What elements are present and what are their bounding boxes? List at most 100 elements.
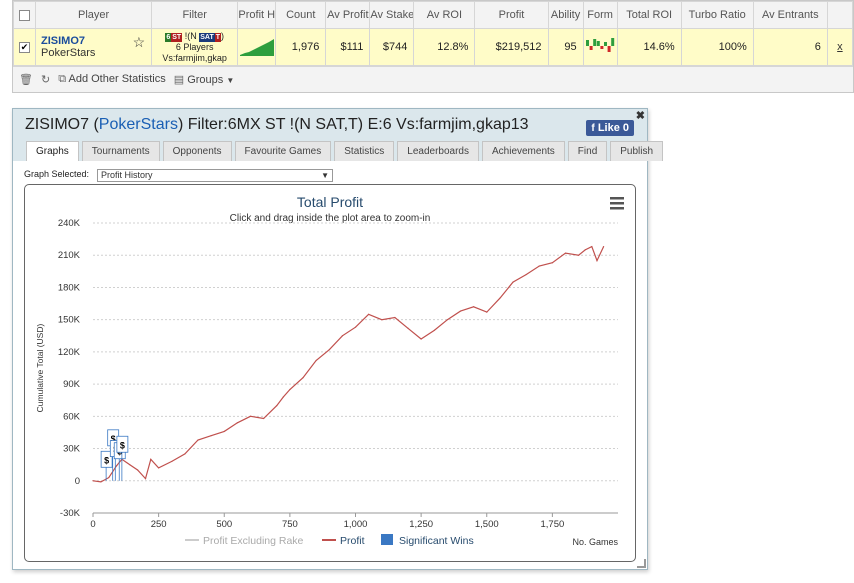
col-turbo-ratio[interactable]: Turbo Ratio [680, 1, 754, 29]
col-count[interactable]: Count [275, 1, 327, 29]
total-roi-cell: 14.6% [616, 28, 682, 66]
profit-point [315, 359, 317, 362]
col-profit-history[interactable]: Profit H [237, 1, 277, 29]
profit-chart[interactable]: Total Profit Click and drag inside the pl… [25, 185, 635, 561]
tab-tournaments[interactable]: Tournaments [81, 141, 160, 161]
profit-point [538, 265, 540, 267]
profit-point [512, 281, 514, 283]
y-tick-label: 30K [63, 444, 81, 455]
filter-tag-size: 6 [165, 32, 172, 42]
filter-close-paren: ) [221, 30, 225, 41]
add-column-icon: ⧉ [58, 73, 67, 85]
tab-leaderboards[interactable]: Leaderboards [397, 141, 479, 161]
form-bar [600, 45, 604, 49]
profit-point [144, 478, 147, 480]
y-tick-label: 90K [63, 379, 81, 390]
col-av-profit[interactable]: Av Profit [325, 1, 371, 29]
row-select-cell[interactable]: ✔ [12, 28, 37, 66]
form-bar [607, 45, 611, 52]
profit-point [354, 326, 357, 328]
profit-point [100, 481, 102, 483]
y-tick-label: 150K [58, 315, 81, 326]
col-form[interactable]: Form [582, 1, 618, 29]
tab-statistics[interactable]: Statistics [334, 141, 395, 161]
profit-point [158, 467, 160, 469]
filter-tags: 6 ST !(N SAT T) [153, 30, 237, 42]
filter-cell: 6 ST !(N SAT T) 6 Players Vs:farmjim,gkap [151, 28, 239, 66]
col-filter[interactable]: Filter [151, 1, 239, 29]
tab-find[interactable]: Find [567, 141, 608, 161]
profit-point [263, 417, 265, 420]
profit-point [171, 460, 173, 463]
groups-dropdown[interactable]: ▤ Groups ▼ [174, 73, 235, 86]
tab-favourite-games[interactable]: Favourite Games [234, 141, 332, 161]
significant-win-flag [100, 450, 113, 468]
tab-opponents[interactable]: Opponents [162, 141, 232, 161]
y-tick-label: 210K [58, 250, 81, 261]
player-site: PokerStars [41, 47, 96, 59]
col-av-entrants[interactable]: Av Entrants [752, 1, 828, 29]
star-icon[interactable]: ☆ [132, 34, 146, 50]
profit-point [525, 273, 527, 276]
resize-handle[interactable] [637, 559, 646, 568]
filter-not-text: !(N [184, 30, 197, 41]
refresh-icon[interactable]: ↻ [40, 74, 51, 86]
player-name-link[interactable]: ZISIMO7 [41, 35, 86, 47]
filter-opponents: Vs:farmjim,gkap [162, 52, 227, 63]
profit-sparkline-cell[interactable] [237, 28, 277, 66]
col-actions [826, 1, 854, 29]
legend-item[interactable]: Significant Wins [381, 534, 474, 547]
menu-icon[interactable] [610, 197, 624, 210]
col-av-roi[interactable]: Av ROI [413, 1, 476, 29]
y-tick-label: 0 [75, 476, 80, 487]
col-av-stake[interactable]: Av Stake [369, 1, 415, 29]
add-statistics-button[interactable]: ⧉ Add Other Statistics [58, 73, 166, 86]
profit-point [368, 313, 370, 315]
chart-subtitle: Click and drag inside the plot area to z… [230, 213, 431, 224]
legend-item[interactable]: Profit [322, 535, 365, 547]
col-total-roi[interactable]: Total ROI [616, 1, 682, 29]
tab-graphs[interactable]: Graphs [26, 141, 79, 162]
x-tick-label: 1,750 [540, 519, 564, 530]
filter-tag-type: ST [171, 32, 183, 42]
profit-point [446, 319, 448, 321]
remove-row-button[interactable]: x [826, 28, 854, 66]
av-profit-cell: $111 [325, 28, 371, 66]
row-checkbox[interactable]: ✔ [19, 41, 30, 53]
x-tick-label: 1,000 [344, 519, 368, 530]
tab-publish[interactable]: Publish [610, 141, 664, 161]
col-player[interactable]: Player [35, 1, 153, 29]
form-cell[interactable] [582, 28, 618, 66]
profit-point [92, 480, 94, 482]
panel-tabs: Graphs Tournaments Opponents Favourite G… [26, 141, 664, 162]
profit-point [328, 349, 330, 351]
turbo-ratio-cell: 100% [680, 28, 754, 66]
panel-title-site[interactable]: PokerStars [98, 116, 178, 133]
profit-point [116, 465, 118, 467]
legend-label: Significant Wins [399, 535, 474, 547]
select-all-checkbox[interactable] [19, 9, 30, 21]
stats-toolbar: 🗑 ↻ ⧉ Add Other Statistics ▤ Groups ▼ [13, 66, 853, 92]
table-row[interactable]: ✔ ZISIMO7 PokerStars ☆ 6 ST !(N SAT T) 6 P… [12, 28, 854, 66]
profit-point [108, 476, 110, 479]
x-axis-label: No. Games [572, 537, 618, 547]
filter-players: 6 Players [175, 41, 214, 52]
profit-cell: $219,512 [474, 28, 549, 66]
trash-icon[interactable]: 🗑 [19, 74, 33, 86]
facebook-like-button[interactable]: f Like 0 [586, 120, 634, 136]
chevron-down-icon: ▼ [321, 171, 329, 180]
form-bar [593, 38, 597, 46]
tab-achievements[interactable]: Achievements [481, 141, 565, 161]
profit-point [276, 404, 278, 407]
col-profit[interactable]: Profit [474, 1, 549, 29]
col-ability[interactable]: Ability [547, 1, 584, 29]
filter-tag-sat: SAT [199, 32, 215, 42]
select-all-header[interactable] [12, 1, 37, 29]
close-icon[interactable]: ✖ [635, 110, 645, 122]
graph-select[interactable]: Profit History ▼ [97, 169, 333, 182]
legend-item[interactable]: Profit Excluding Rake [185, 535, 304, 547]
y-tick-label: 120K [58, 347, 81, 358]
profit-point [486, 311, 488, 313]
y-tick-label: 60K [63, 411, 81, 422]
profit-point [551, 262, 553, 264]
